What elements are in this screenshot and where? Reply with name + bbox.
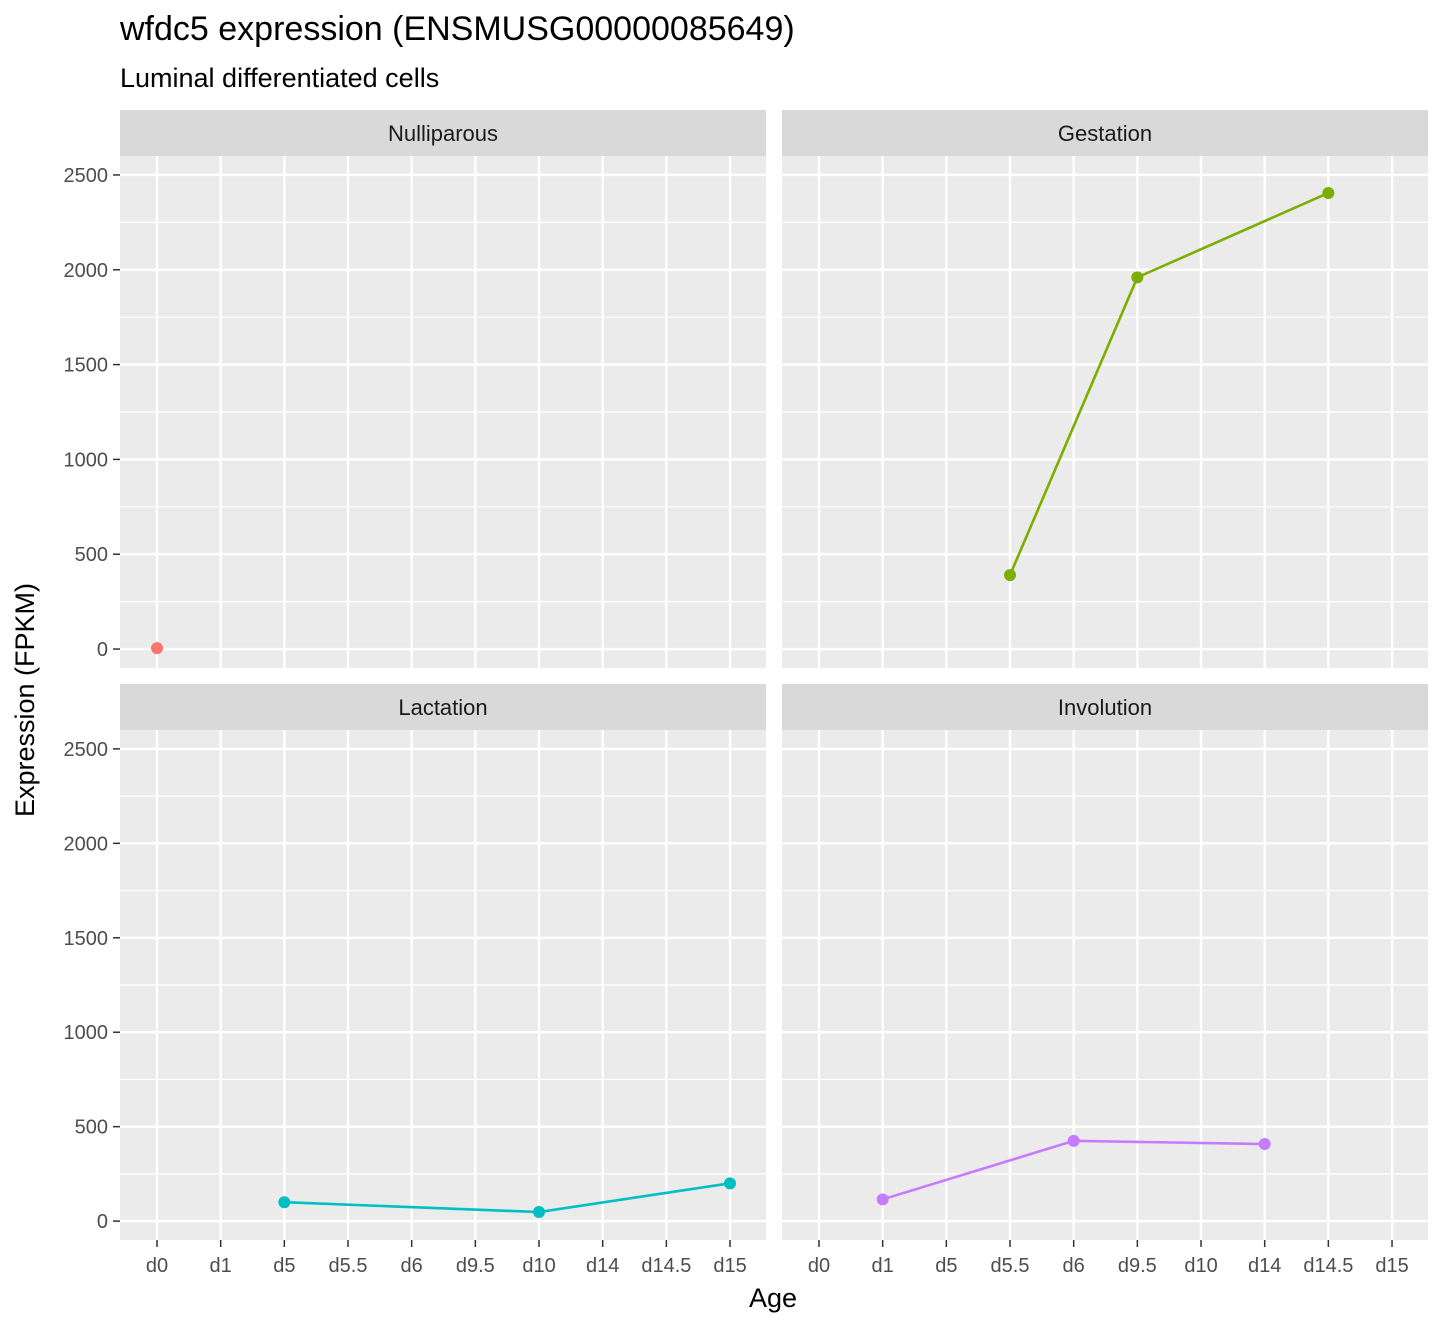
y-tick-label: 1000: [64, 1022, 109, 1044]
x-tick-label: d6: [401, 1255, 423, 1277]
x-tick-label: d14: [1248, 1255, 1281, 1277]
data-point-involution-d1: [876, 1193, 889, 1206]
y-tick-label: 1500: [64, 928, 109, 950]
data-point-gestation-d9.5: [1131, 271, 1144, 284]
data-point-gestation-d14.5: [1322, 186, 1335, 199]
y-tick-label: 0: [97, 639, 108, 661]
x-tick-label: d15: [713, 1255, 746, 1277]
y-tick-label: 1500: [64, 355, 109, 377]
y-tick-label: 0: [97, 1211, 108, 1233]
x-tick-label: d9.5: [1118, 1255, 1157, 1277]
facet-strip-label: Nulliparous: [388, 121, 498, 146]
x-tick-label: d10: [522, 1255, 555, 1277]
data-point-gestation-d5.5: [1004, 569, 1017, 582]
y-tick-label: 500: [75, 1117, 108, 1139]
x-tick-label: d5.5: [991, 1255, 1030, 1277]
facet-strip: [782, 684, 1428, 730]
data-point-involution-d14: [1258, 1138, 1271, 1151]
y-axis-title: Expression (FPKM): [10, 583, 40, 817]
chart-title: wfdc5 expression (ENSMUSG00000085649): [119, 10, 795, 48]
y-tick-label: 500: [75, 544, 108, 566]
x-tick-label: d0: [146, 1255, 168, 1277]
x-axis-title: Age: [749, 1283, 797, 1313]
y-tick-label: 1000: [64, 449, 109, 471]
facet-strip-label: Involution: [1058, 695, 1152, 720]
facet-strip: [120, 110, 766, 156]
facet-strip: [782, 110, 1428, 156]
x-tick-label: d5: [273, 1255, 295, 1277]
x-tick-label: d15: [1375, 1255, 1408, 1277]
x-tick-label: d5: [935, 1255, 957, 1277]
x-tick-label: d14.5: [1303, 1255, 1353, 1277]
facet-panel-lactation: Lactation 0 500 1000 1500 2000 2500 d0 d1 d5 d5.5 d…: [64, 684, 766, 1277]
data-point-lactation-d10: [533, 1206, 546, 1219]
x-tick-label: d5.5: [329, 1255, 368, 1277]
x-tick-label: d1: [872, 1255, 894, 1277]
facet-strip-label: Lactation: [398, 695, 487, 720]
y-tick-label: 2500: [64, 165, 109, 187]
data-point-nulliparous-d0: [151, 642, 163, 655]
x-tick-label: d1: [210, 1255, 232, 1277]
chart-subtitle: Luminal differentiated cells: [120, 63, 439, 93]
x-tick-label: d14: [586, 1255, 619, 1277]
x-tick-label: d9.5: [456, 1255, 495, 1277]
y-tick-label: 2500: [64, 739, 109, 761]
facet-panel-involution: Involution d0 d1 d5 d5.5 d6 d9.5 d10 d14 d14.5 d15: [782, 684, 1428, 1277]
x-tick-label: d6: [1063, 1255, 1085, 1277]
y-tick-label: 2000: [64, 260, 109, 282]
data-point-lactation-d5: [278, 1196, 291, 1209]
facet-panels: Nulliparous 0 500 1000 1500 2000 2500 Gestation…: [64, 110, 1428, 1277]
x-tick-label: d0: [808, 1255, 830, 1277]
x-tick-label: d10: [1184, 1255, 1217, 1277]
x-tick-label: d14.5: [641, 1255, 691, 1277]
data-point-lactation-d15: [724, 1177, 737, 1190]
y-tick-label: 2000: [64, 833, 109, 855]
facet-strip: [120, 684, 766, 730]
data-point-involution-d6: [1067, 1134, 1080, 1147]
facet-panel-gestation: Gestation: [782, 110, 1428, 668]
facet-panel-nulliparous: Nulliparous 0 500 1000 1500 2000 2500: [64, 110, 766, 668]
facet-strip-label: Gestation: [1058, 121, 1152, 146]
